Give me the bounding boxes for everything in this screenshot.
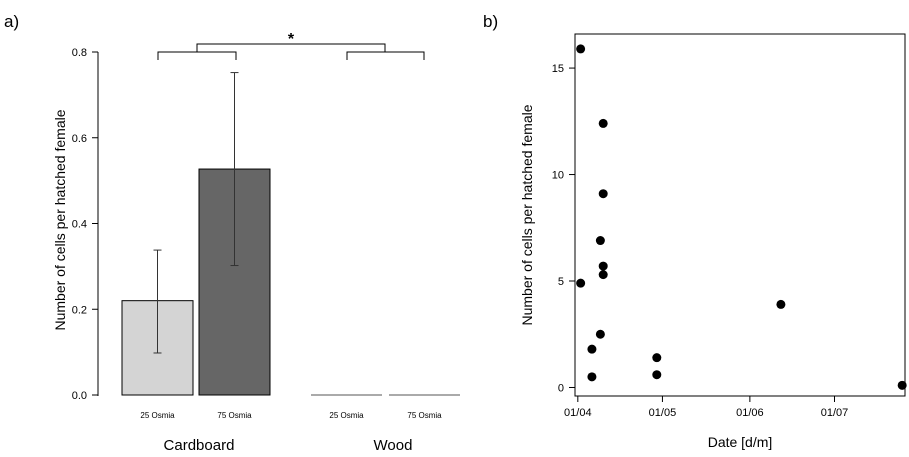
y-axis-title: Number of cells per hatched female xyxy=(52,109,68,330)
x-tick-label: 75 Osmia xyxy=(217,411,252,420)
y-tick-label: 10 xyxy=(552,170,564,182)
x-tick-label: 01/04 xyxy=(564,407,592,419)
x-tick-label: 01/06 xyxy=(736,407,764,419)
x-tick-label: 01/05 xyxy=(649,407,677,419)
y-axis-title-b: Number of cells per hatched female xyxy=(519,104,535,325)
y-tick-label: 0.2 xyxy=(72,304,87,316)
x-tick-label: 01/07 xyxy=(821,407,849,419)
data-point xyxy=(595,329,605,339)
data-point xyxy=(598,270,608,280)
y-tick-label: 0.8 xyxy=(72,47,87,59)
data-point xyxy=(587,372,597,382)
x-tick-label: 25 Osmia xyxy=(329,411,364,420)
group-label-cardboard: Cardboard xyxy=(164,437,235,454)
data-point xyxy=(595,236,605,246)
y-tick-label: 5 xyxy=(558,276,564,288)
data-point xyxy=(776,299,786,309)
y-ticks: 0 5 10 15 xyxy=(552,63,575,394)
x-tick-label: 25 Osmia xyxy=(140,411,175,420)
scatter-plot-panel: 0 5 10 15 01/04 01/05 01/06 01/07 Date [d/m] N… xyxy=(519,33,907,450)
data-point xyxy=(598,261,608,271)
panel-b-label: b) xyxy=(483,12,498,31)
x-tick-labels: 25 Osmia 75 Osmia 25 Osmia 75 Osmia xyxy=(140,411,442,420)
y-tick-label: 0 xyxy=(558,382,564,394)
group-label-wood: Wood xyxy=(374,437,413,454)
significance-bracket xyxy=(157,43,425,60)
y-tick-label: 0.6 xyxy=(72,133,87,145)
bar-chart-panel: 0.00.20.40.60.8 25 Osmia 75 Osmia 25 Osmia… xyxy=(52,31,460,454)
data-points xyxy=(576,44,907,390)
data-point xyxy=(652,370,662,380)
panel-a-label: a) xyxy=(4,12,19,31)
x-tick-label: 75 Osmia xyxy=(407,411,442,420)
x-axis-title: Date [d/m] xyxy=(708,434,773,450)
data-point xyxy=(598,118,608,128)
y-tick-label: 15 xyxy=(552,63,564,75)
significance-star: * xyxy=(288,31,295,48)
y-tick-label: 0.0 xyxy=(72,390,87,402)
x-ticks: 01/04 01/05 01/06 01/07 xyxy=(564,396,848,419)
data-point xyxy=(598,189,608,199)
data-point xyxy=(576,278,586,288)
y-ticks: 0.0 0.2 0.4 0.6 0.8 xyxy=(72,47,98,402)
bars xyxy=(121,72,460,396)
data-point xyxy=(652,353,662,363)
data-point xyxy=(576,44,586,54)
data-point xyxy=(897,380,907,390)
data-point xyxy=(587,344,597,354)
y-tick-label: 0.4 xyxy=(72,219,87,231)
plot-frame xyxy=(574,33,906,397)
